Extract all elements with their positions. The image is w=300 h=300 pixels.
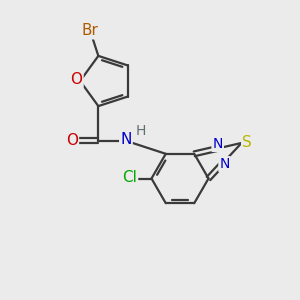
Text: N: N bbox=[120, 132, 132, 147]
Text: H: H bbox=[136, 124, 146, 138]
Text: Cl: Cl bbox=[122, 169, 137, 184]
Text: O: O bbox=[66, 133, 78, 148]
Text: N: N bbox=[219, 157, 230, 171]
Text: Br: Br bbox=[82, 23, 99, 38]
Text: S: S bbox=[242, 135, 252, 150]
Text: N: N bbox=[212, 137, 223, 151]
Text: O: O bbox=[70, 72, 83, 87]
